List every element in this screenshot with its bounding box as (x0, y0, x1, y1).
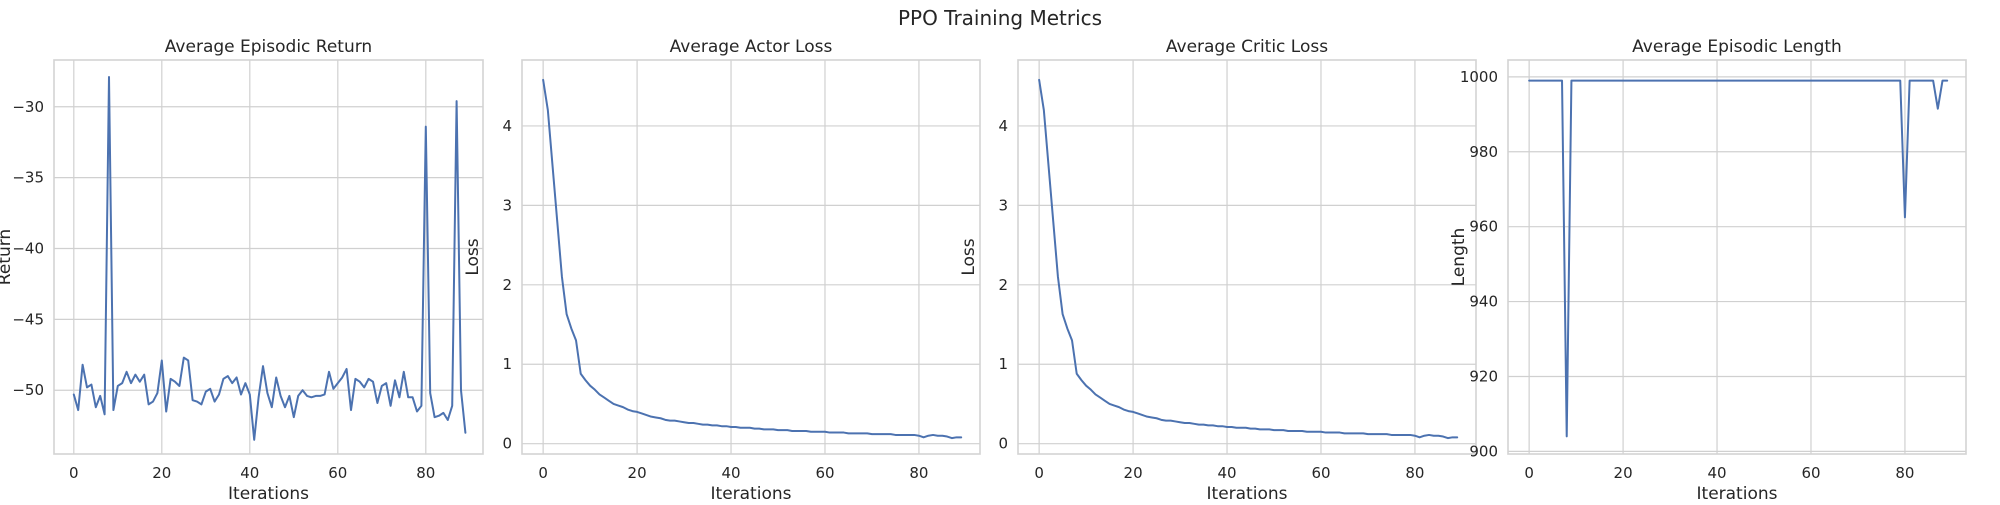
y-axis-label: Loss (463, 238, 483, 275)
x-axis-label: Iterations (228, 484, 309, 500)
x-tick-label: 60 (1311, 464, 1330, 482)
axes-frame (53, 59, 484, 455)
subplot-4: 0 20 40 60 80 900 920 940 960 980 1000 Average Epis… (1449, 37, 1967, 504)
axes-frame (1017, 59, 1477, 455)
y-tick-label: 2 (998, 276, 1008, 294)
x-tick-label: 20 (152, 464, 171, 482)
figure-suptitle: PPO Training Metrics (898, 6, 1102, 30)
y-tick-label: 2 (502, 276, 512, 294)
subplot-2: 0 20 40 60 80 0 1 2 3 4 Average Actor Loss Iteratio… (463, 37, 981, 504)
subplot-title: Average Actor Loss (670, 37, 833, 57)
y-tick-label: −45 (12, 310, 44, 328)
series-line (1528, 79, 1949, 438)
x-tick-label: 20 (1614, 464, 1633, 482)
y-tick-label: 940 (1469, 293, 1498, 311)
x-tick-label: 60 (1801, 464, 1820, 482)
x-tick-label: 0 (538, 464, 548, 482)
x-tick-label: 40 (240, 464, 259, 482)
x-axis-label: Iterations (1697, 484, 1778, 500)
x-tick-label: 80 (1895, 464, 1914, 482)
subplot-title: Average Critic Loss (1166, 37, 1328, 57)
x-tick-label: 0 (1524, 464, 1534, 482)
x-tick-label: 80 (909, 464, 928, 482)
subplot-title: Average Episodic Length (1632, 37, 1842, 57)
y-tick-label: 3 (998, 196, 1008, 214)
subplot-title: Average Episodic Return (165, 37, 372, 57)
y-tick-label: 0 (502, 435, 512, 453)
y-tick-label: 1 (998, 355, 1008, 373)
x-tick-label: 40 (1217, 464, 1236, 482)
y-tick-label: 3 (502, 196, 512, 214)
y-tick-label: 900 (1469, 442, 1498, 460)
y-tick-label: −30 (12, 98, 44, 116)
x-axis-label: Iterations (711, 484, 792, 500)
y-axis-label: Return (0, 229, 15, 285)
y-axis-label: Loss (959, 238, 979, 275)
y-tick-label: 1 (502, 355, 512, 373)
subplot-1: 0 20 40 60 80 −50 −45 −40 −35 −30 Average Episodic… (0, 37, 484, 504)
x-tick-label: 60 (815, 464, 834, 482)
y-tick-label: −35 (12, 169, 44, 187)
axes-frame (1507, 59, 1967, 455)
x-axis-label: Iterations (1207, 484, 1288, 500)
subplot-3: 0 20 40 60 80 0 1 2 3 4 Average Critic Loss Iterati… (959, 37, 1477, 504)
x-tick-label: 40 (1707, 464, 1726, 482)
y-tick-label: 1000 (1460, 68, 1498, 86)
x-tick-label: 40 (721, 464, 740, 482)
x-tick-label: 60 (328, 464, 347, 482)
x-tick-label: 80 (416, 464, 435, 482)
y-tick-label: 980 (1469, 143, 1498, 161)
y-tick-label: −50 (12, 381, 44, 399)
x-tick-label: 80 (1405, 464, 1424, 482)
x-tick-label: 20 (1124, 464, 1143, 482)
x-tick-label: 0 (69, 464, 79, 482)
y-tick-label: 4 (998, 117, 1008, 135)
series-line (1038, 78, 1459, 440)
x-tick-label: 0 (1034, 464, 1044, 482)
y-tick-label: 960 (1469, 218, 1498, 236)
y-tick-label: 920 (1469, 367, 1498, 385)
y-tick-label: −40 (12, 239, 44, 257)
series-line (542, 78, 963, 440)
y-tick-label: 4 (502, 117, 512, 135)
y-tick-label: 0 (998, 435, 1008, 453)
series-line (72, 76, 467, 441)
y-axis-label: Length (1449, 228, 1469, 287)
axes-frame (521, 59, 981, 455)
x-tick-label: 20 (628, 464, 647, 482)
